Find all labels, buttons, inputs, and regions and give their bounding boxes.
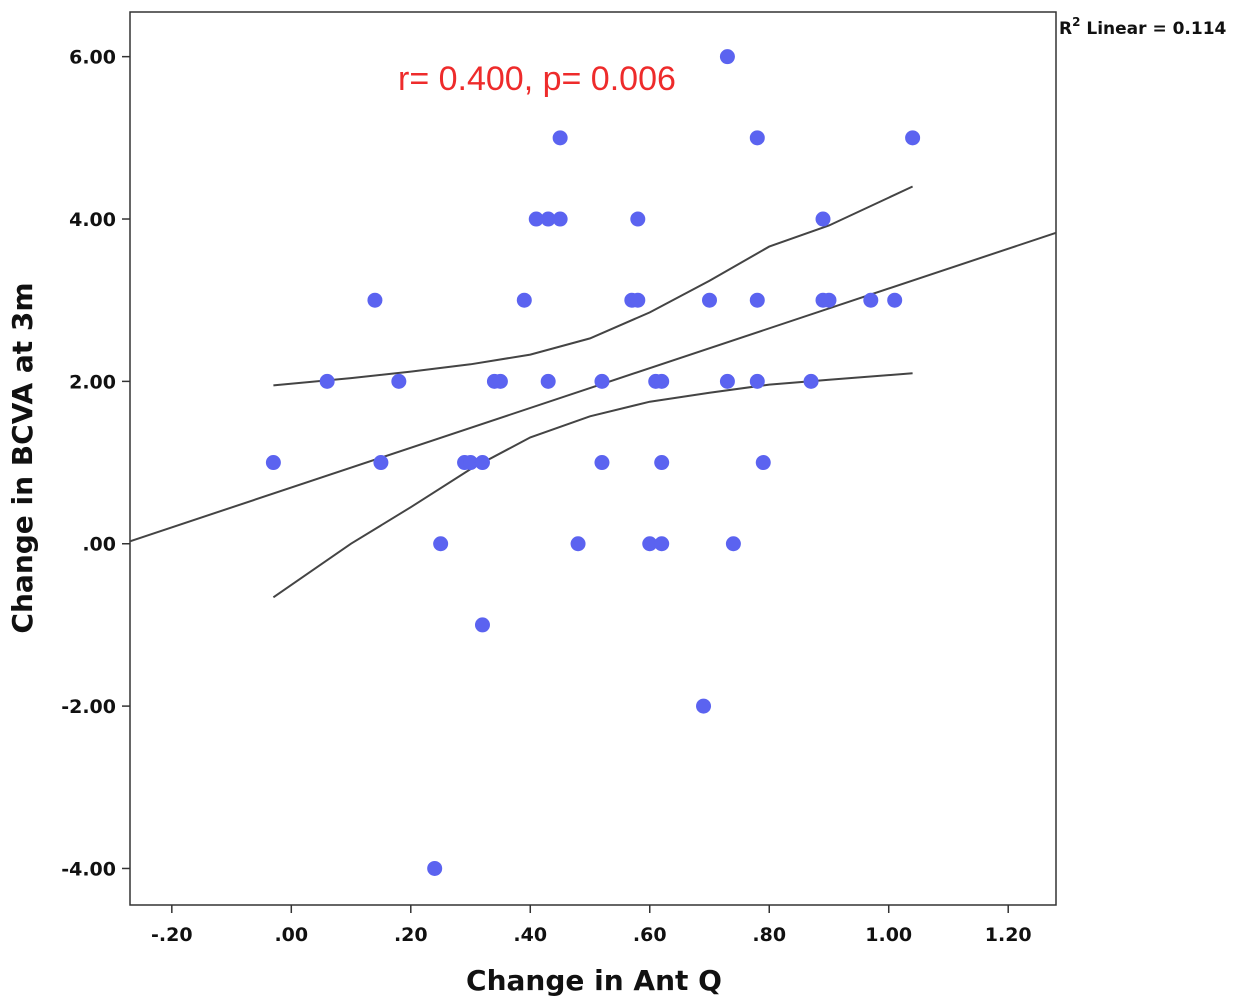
data-point [540,373,556,389]
data-point [463,455,479,471]
data-point [319,373,335,389]
data-point [391,373,407,389]
y-tick-label: 4.00 [69,209,116,231]
data-point [427,860,443,876]
data-point [905,130,921,146]
data-point [803,373,819,389]
data-point [367,292,383,308]
y-tick-label: 2.00 [69,371,116,393]
data-point [821,292,837,308]
data-point [474,617,490,633]
ci-lower-line [272,372,913,599]
data-point [755,455,771,471]
data-point [594,455,610,471]
data-point [749,292,765,308]
data-point [570,536,586,552]
correlation-annotation: r= 0.400, p= 0.006 [398,60,676,98]
data-point [654,536,670,552]
data-point [265,455,281,471]
data-point [516,292,532,308]
r2-label-r: R [1059,19,1072,39]
data-point [552,130,568,146]
data-point [540,211,556,227]
data-point [719,49,735,65]
data-point [725,536,741,552]
data-point [474,455,490,471]
r2-label-text: Linear = 0.114 [1080,19,1226,39]
y-axis-title: Change in BCVA at 3m [6,282,39,633]
data-point [492,373,508,389]
data-point [749,373,765,389]
x-tick-label: -.20 [151,924,193,946]
x-tick-label: .00 [274,924,308,946]
data-points [265,49,921,876]
data-point [749,130,765,146]
x-tick-label: .20 [394,924,428,946]
fit-line [129,231,1057,543]
x-axis: -.20 .00 .20 .40 .60 .80 1.00 1.20 [151,905,1032,946]
data-point [642,536,658,552]
data-point [815,211,831,227]
x-axis-title: Change in Ant Q [466,964,722,997]
data-point [887,292,903,308]
plot-frame [129,11,1057,906]
data-point [528,211,544,227]
x-tick-label: 1.20 [985,924,1032,946]
y-tick-label: -2.00 [61,696,116,718]
x-tick-label: .40 [513,924,547,946]
y-tick-label: 6.00 [69,47,116,69]
data-point [552,211,568,227]
x-tick-label: .60 [633,924,667,946]
data-point [696,698,712,714]
data-point [654,455,670,471]
data-point [863,292,879,308]
r2-label-sup: 2 [1072,15,1080,29]
data-point [701,292,717,308]
data-point [630,292,646,308]
y-tick-label: -4.00 [61,858,116,880]
svg-text:R2 Linear = 0.114: R2 Linear = 0.114 [1059,15,1227,39]
data-point [654,373,670,389]
ci-upper-line [273,185,914,387]
x-tick-label: .80 [752,924,786,946]
data-point [719,373,735,389]
x-tick-label: 1.00 [865,924,912,946]
data-point [433,536,449,552]
r2-label-group: R2 Linear = 0.114 [1059,15,1227,39]
fit-lines [129,185,1057,599]
data-point [630,211,646,227]
data-point [594,373,610,389]
y-axis: -4.00 -2.00 .00 2.00 4.00 6.00 [61,47,130,880]
data-point [373,455,389,471]
y-tick-label: .00 [82,534,116,556]
